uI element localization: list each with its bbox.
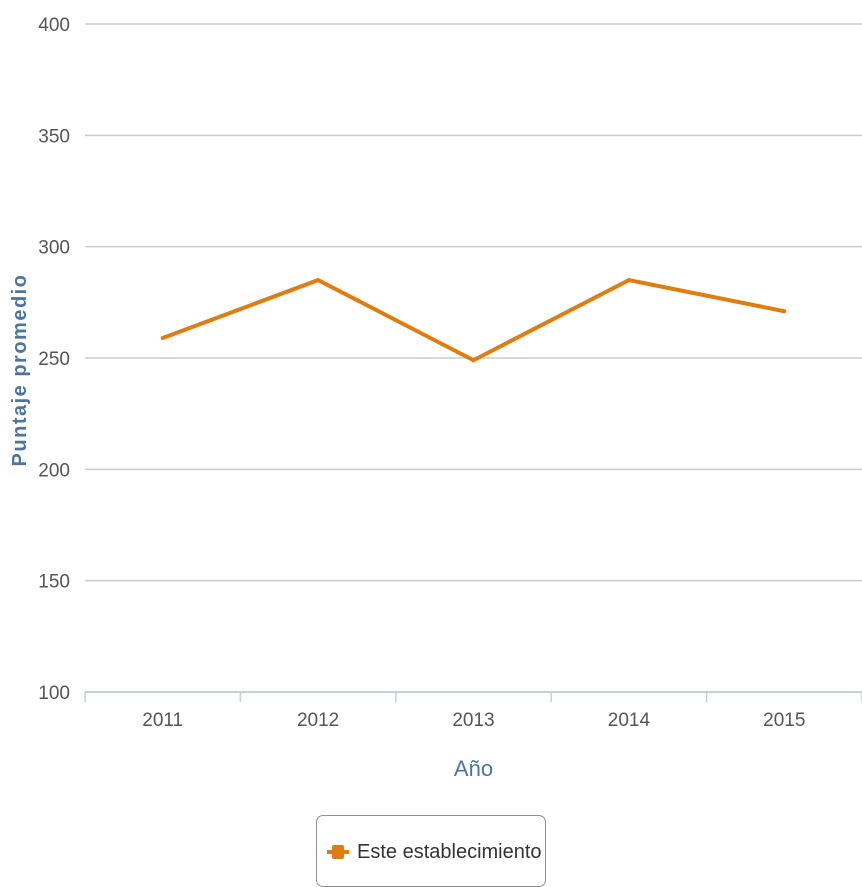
- data-point: [471, 358, 476, 363]
- y-tick-label: 250: [38, 349, 70, 370]
- legend-item-label[interactable]: Este establecimiento: [357, 841, 542, 863]
- x-tick-label: 2013: [452, 710, 494, 731]
- y-tick-label: 150: [38, 572, 70, 593]
- x-tick-label: 2014: [608, 710, 651, 731]
- data-point: [782, 309, 787, 314]
- y-tick-label: 100: [38, 683, 70, 704]
- x-tick-label: 2011: [142, 710, 183, 731]
- y-tick-label: 200: [38, 460, 70, 481]
- y-axis-ticks: 100 150 200 250 300 350 400: [38, 15, 70, 704]
- data-point: [160, 335, 165, 340]
- legend-symbol-icon: [327, 841, 349, 863]
- y-tick-label: 300: [38, 238, 70, 259]
- y-tick-label: 350: [38, 126, 70, 147]
- series-line: [162, 277, 785, 363]
- legend[interactable]: Este establecimiento: [316, 815, 546, 887]
- x-axis-title: Año: [454, 756, 493, 781]
- data-point: [316, 278, 321, 283]
- x-axis-ticks: 2011 2012 2013 2014 2015: [142, 710, 805, 731]
- y-axis-title: Puntaje promedio: [9, 274, 31, 467]
- y-tick-label: 400: [38, 15, 70, 36]
- x-tick-label: 2015: [763, 710, 805, 731]
- data-point: [626, 278, 631, 283]
- x-axis: [84, 691, 862, 702]
- series-layer: [160, 277, 787, 363]
- x-tick-label: 2012: [297, 710, 339, 731]
